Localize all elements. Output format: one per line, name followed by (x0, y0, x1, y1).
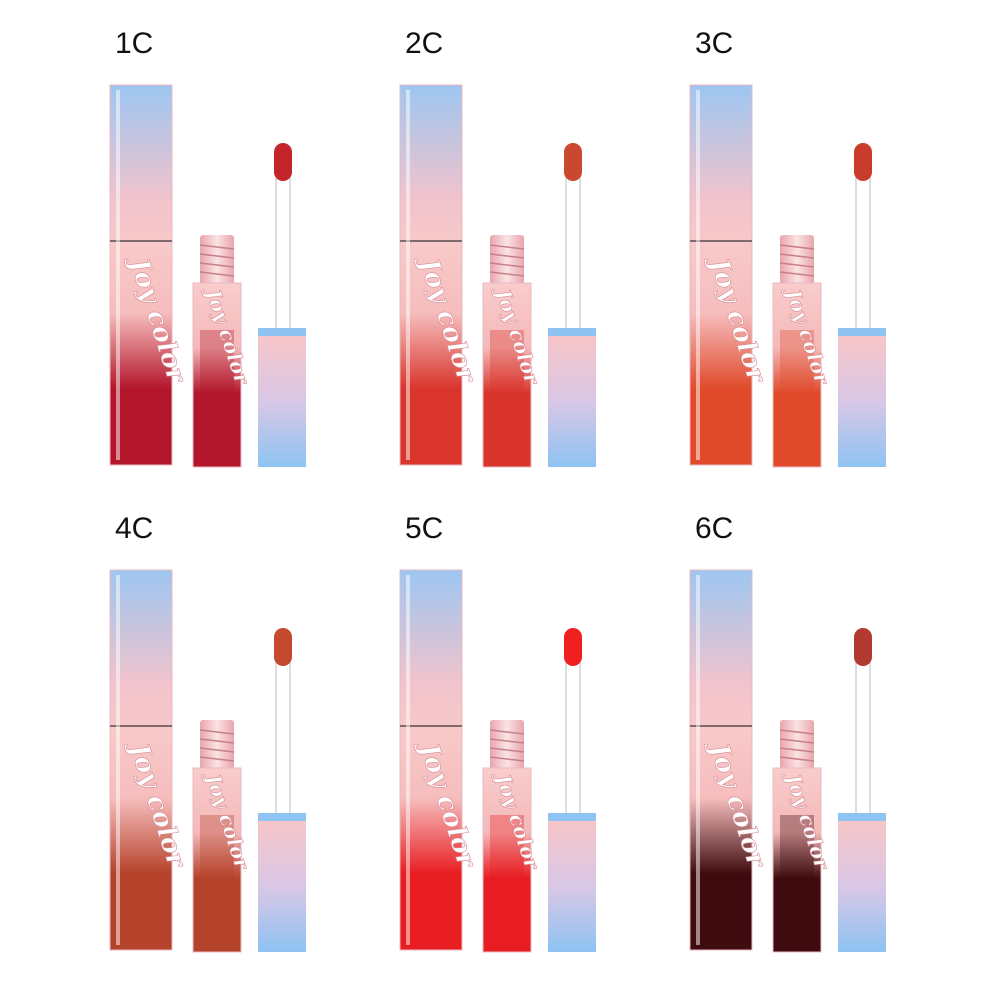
holder (838, 336, 886, 467)
shade-label: 4C (115, 512, 153, 545)
wand-tip (854, 143, 872, 181)
bottle-body (482, 767, 532, 953)
shade-label: 6C (695, 512, 733, 545)
bottle-liquid (200, 815, 234, 945)
neck-rib (489, 244, 525, 250)
holder-top (838, 813, 886, 823)
neck-rib (199, 271, 235, 277)
neck-rib (779, 747, 815, 753)
neck-rib (779, 729, 815, 735)
neck-rib (489, 271, 525, 277)
bottle-body (192, 767, 242, 953)
wand (855, 174, 871, 336)
tube-shine (696, 90, 700, 460)
neck-rib (199, 729, 235, 735)
bottle-body (482, 282, 532, 468)
shade-label: 5C (405, 512, 443, 545)
bottle-body (772, 767, 822, 953)
neck-rib (199, 262, 235, 268)
neck-rib (199, 747, 235, 753)
holder-top (548, 813, 596, 823)
holder-top (258, 813, 306, 823)
tube-shine (406, 575, 410, 945)
holder-top (548, 328, 596, 338)
shade-label: 1C (115, 27, 153, 60)
neck-rib (489, 262, 525, 268)
holder (258, 336, 306, 467)
holder-top (258, 328, 306, 338)
cap-tube (399, 84, 463, 466)
neck-rib (489, 756, 525, 762)
cap-tube (109, 569, 173, 951)
neck-rib (779, 738, 815, 744)
bottle-neck (200, 235, 234, 285)
wand (855, 659, 871, 821)
tube-shine (696, 575, 700, 945)
holder (548, 336, 596, 467)
neck-rib (489, 729, 525, 735)
cap-tube (689, 569, 753, 951)
neck-rib (489, 747, 525, 753)
neck-rib (779, 262, 815, 268)
neck-rib (779, 244, 815, 250)
bottle-liquid (780, 330, 814, 460)
wand (275, 659, 291, 821)
bottle-neck (780, 720, 814, 770)
neck-rib (199, 253, 235, 259)
neck-rib (779, 271, 815, 277)
bottle-body (772, 282, 822, 468)
wand-tip (854, 628, 872, 666)
bottle-body (192, 282, 242, 468)
holder (258, 821, 306, 952)
neck-rib (199, 738, 235, 744)
neck-rib (489, 738, 525, 744)
tube-shine (406, 90, 410, 460)
bottle-liquid (200, 330, 234, 460)
cap-tube (399, 569, 463, 951)
bottle-neck (200, 720, 234, 770)
holder (548, 821, 596, 952)
cap-tube (689, 84, 753, 466)
neck-rib (489, 253, 525, 259)
neck-rib (779, 756, 815, 762)
shade-label: 3C (695, 27, 733, 60)
neck-rib (199, 756, 235, 762)
wand (275, 174, 291, 336)
tube-shine (116, 90, 120, 460)
bottle-neck (780, 235, 814, 285)
cap-tube (109, 84, 173, 466)
wand-tip (564, 628, 582, 666)
wand-tip (274, 143, 292, 181)
wand-tip (564, 143, 582, 181)
bottle-neck (490, 720, 524, 770)
neck-rib (779, 253, 815, 259)
bottle-liquid (490, 815, 524, 945)
wand (565, 174, 581, 336)
bottle-liquid (490, 330, 524, 460)
neck-rib (199, 244, 235, 250)
wand-tip (274, 628, 292, 666)
bottle-liquid (780, 815, 814, 945)
wand (565, 659, 581, 821)
shade-label: 2C (405, 27, 443, 60)
tube-shine (116, 575, 120, 945)
bottle-neck (490, 235, 524, 285)
holder-top (838, 328, 886, 338)
holder (838, 821, 886, 952)
